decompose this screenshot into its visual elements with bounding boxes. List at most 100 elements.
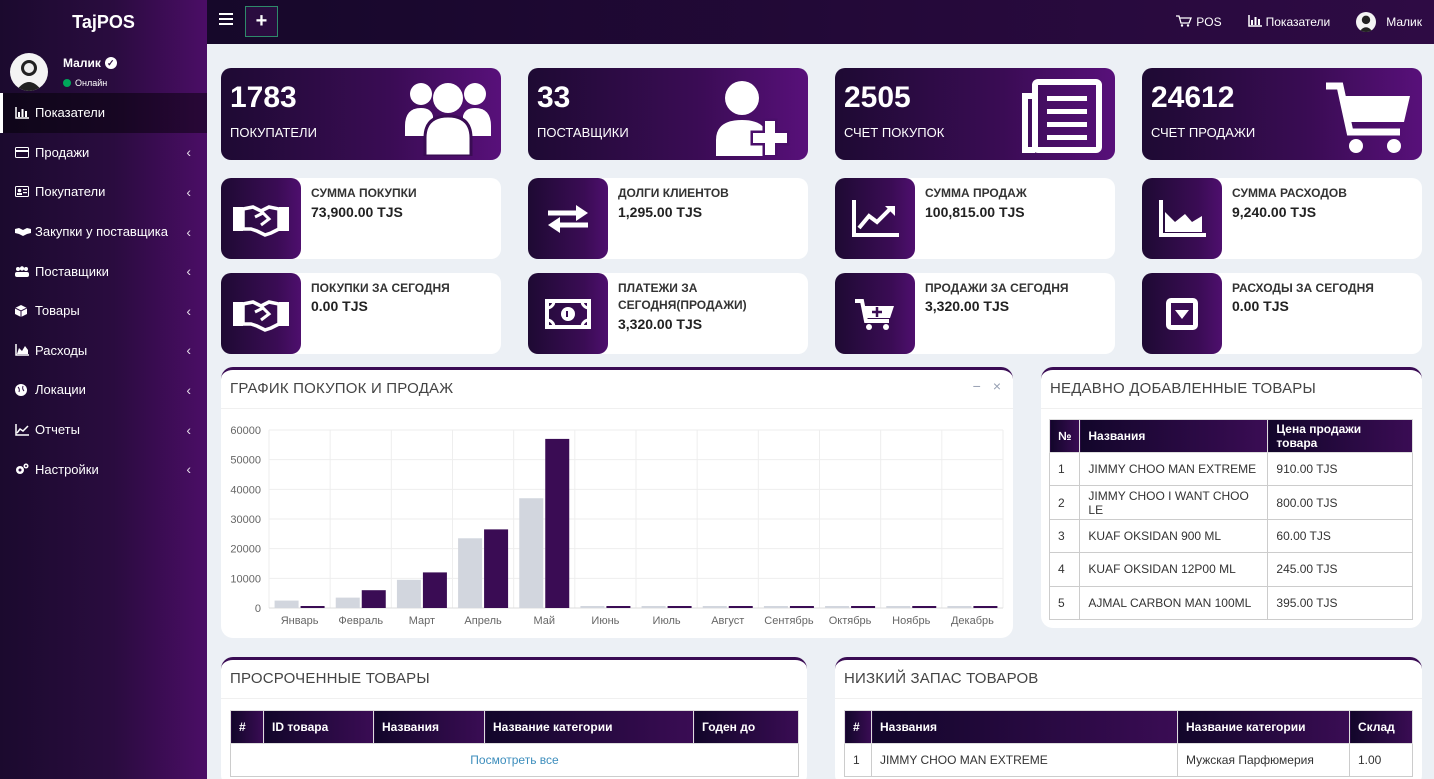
info-sales-today: ПРОДАЖИ ЗА СЕГОДНЯ 3,320.00 TJS — [835, 273, 1115, 354]
x-tick-label: Апрель — [464, 615, 502, 627]
app-logo[interactable]: TajPOS — [72, 11, 135, 32]
sidebar-item-label: Отчеты — [35, 422, 80, 438]
stat-value: 1783 — [230, 81, 297, 114]
chart-bar — [519, 498, 544, 608]
recent-products-panel: НЕДАВНО ДОБАВЛЕННЫЕ ТОВАРЫ № Названия Це… — [1041, 367, 1422, 628]
bar-chart-icon — [15, 106, 35, 119]
x-tick-label: Декабрь — [951, 615, 994, 627]
sidebar-item-suppliers[interactable]: Поставщики ‹ — [0, 251, 207, 291]
stat-value: 24612 — [1151, 81, 1235, 114]
sidebar-item-customers[interactable]: Покупатели ‹ — [0, 172, 207, 212]
view-all-link[interactable]: Посмотреть все — [230, 742, 799, 778]
close-icon[interactable]: × — [992, 378, 1001, 394]
product-price: 60.00 TJS — [1267, 518, 1413, 554]
line-chart-icon — [835, 178, 915, 259]
stat-customers[interactable]: 1783 ПОКУПАТЕЛИ — [221, 68, 501, 160]
sidebar-item-sales[interactable]: Продажи ‹ — [0, 133, 207, 173]
table-row: Посмотреть все — [230, 742, 799, 778]
chart-bar — [458, 538, 483, 608]
stat-value: 2505 — [844, 81, 911, 114]
info-title: ПОКУПКИ ЗА СЕГОДНЯ — [311, 281, 450, 295]
sidebar-item-locations[interactable]: Локации ‹ — [0, 370, 207, 410]
bar-chart-icon — [1247, 14, 1262, 30]
chart-bar — [851, 606, 876, 608]
chart-bar — [300, 606, 325, 608]
dashboard-label: Показатели — [1265, 15, 1331, 29]
info-value: 3,320.00 TJS — [925, 298, 1010, 314]
y-tick-label: 40000 — [230, 484, 261, 496]
stat-sales-invoices[interactable]: 24612 СЧЕТ ПРОДАЖИ — [1142, 68, 1422, 160]
stat-suppliers[interactable]: 33 ПОСТАВЩИКИ — [528, 68, 808, 160]
table-header-row: № Названия Цена продажи товара — [1048, 419, 1413, 453]
y-tick-label: 50000 — [230, 455, 261, 467]
chevron-left-icon: ‹ — [186, 144, 191, 161]
table-row[interactable]: 1 JIMMY CHOO MAN EXTREME Мужская Парфюмери… — [844, 742, 1413, 778]
product-name: KUAF OKSIDAN 12P00 ML — [1079, 552, 1269, 587]
menu-toggle-icon[interactable] — [219, 13, 233, 28]
user-menu[interactable]: Малик — [1356, 12, 1422, 32]
chevron-left-icon: ‹ — [186, 263, 191, 280]
table-header-row: # Названия Название категории Склад — [844, 710, 1413, 744]
minimize-icon[interactable]: − — [972, 378, 981, 394]
add-button[interactable]: + — [245, 6, 278, 37]
recent-products-table: № Названия Цена продажи товара 1 JIMMY CH… — [1048, 419, 1413, 620]
x-tick-label: Июль — [653, 615, 681, 627]
globe-icon — [15, 383, 35, 396]
x-tick-label: Февраль — [338, 615, 383, 627]
info-title: СУММА РАСХОДОВ — [1232, 186, 1347, 200]
column-header: Склад — [1349, 710, 1413, 744]
sidebar-item-reports[interactable]: Отчеты ‹ — [0, 410, 207, 450]
table-row[interactable]: 2 JIMMY CHOO I WANT CHOO LE 800.00 TJS — [1048, 485, 1413, 520]
info-purchase-total: СУММА ПОКУПКИ 73,900.00 TJS — [221, 178, 501, 259]
chevron-left-icon: ‹ — [186, 183, 191, 200]
user-avatar — [10, 53, 48, 91]
category-name: Мужская Парфюмерия — [1177, 742, 1350, 778]
product-price: 395.00 TJS — [1267, 585, 1413, 620]
info-value: 73,900.00 TJS — [311, 204, 403, 220]
table-row[interactable]: 3 KUAF OKSIDAN 900 ML 60.00 TJS — [1048, 518, 1413, 554]
sidebar-item-dashboard[interactable]: Показатели — [0, 93, 207, 133]
chart-bar — [580, 606, 605, 608]
users-icon — [15, 265, 35, 277]
sidebar-item-products[interactable]: Товары ‹ — [0, 291, 207, 331]
info-purchases-today: ПОКУПКИ ЗА СЕГОДНЯ 0.00 TJS — [221, 273, 501, 354]
stat-value: 33 — [537, 81, 571, 114]
stat-purchase-invoices[interactable]: 2505 СЧЕТ ПОКУПОК — [835, 68, 1115, 160]
chart-bar — [763, 606, 788, 608]
sidebar-item-label: Расходы — [35, 342, 88, 358]
row-number: 5 — [1048, 585, 1081, 620]
pos-link[interactable]: POS — [1176, 14, 1222, 30]
user-status: Онлайн — [75, 78, 108, 88]
column-header: Название категории — [484, 710, 694, 744]
x-tick-label: Январь — [281, 615, 319, 627]
table-row[interactable]: 1 JIMMY CHOO MAN EXTREME 910.00 TJS — [1048, 451, 1413, 487]
chart-bar — [702, 606, 727, 608]
x-tick-label: Август — [711, 615, 744, 627]
cube-icon — [15, 304, 35, 317]
table-row[interactable]: 5 AJMAL CARBON MAN 100ML 395.00 TJS — [1048, 585, 1413, 620]
chart-bar — [396, 579, 421, 608]
row-number: 1 — [844, 742, 872, 778]
cogs-icon — [15, 463, 35, 475]
low-stock-title: НИЗКИЙ ЗАПАС ТОВАРОВ — [844, 670, 1039, 687]
y-tick-label: 60000 — [230, 425, 261, 437]
info-title: СУММА ПОКУПКИ — [311, 186, 417, 200]
handshake-icon — [221, 178, 301, 259]
chart-bar — [728, 606, 753, 608]
sidebar-item-expenses[interactable]: Расходы ‹ — [0, 331, 207, 371]
chevron-left-icon: ‹ — [186, 342, 191, 359]
product-price: 245.00 TJS — [1267, 552, 1413, 587]
info-sales-total: СУММА ПРОДАЖ 100,815.00 TJS — [835, 178, 1115, 259]
row-number: 2 — [1048, 485, 1081, 520]
table-row[interactable]: 4 KUAF OKSIDAN 12P00 ML 245.00 TJS — [1048, 552, 1413, 587]
sidebar-item-purchases[interactable]: Закупки у поставщика ‹ — [0, 212, 207, 252]
x-tick-label: Сентябрь — [764, 615, 814, 627]
verified-icon: ✓ — [104, 57, 117, 69]
column-header: Название категории — [1177, 710, 1350, 744]
sidebar-item-settings[interactable]: Настройки ‹ — [0, 449, 207, 489]
y-tick-label: 10000 — [230, 573, 261, 585]
user-avatar — [1356, 12, 1377, 32]
dashboard-link[interactable]: Показатели — [1247, 14, 1331, 30]
user-plus-icon — [710, 76, 800, 158]
info-value: 9,240.00 TJS — [1232, 204, 1317, 220]
